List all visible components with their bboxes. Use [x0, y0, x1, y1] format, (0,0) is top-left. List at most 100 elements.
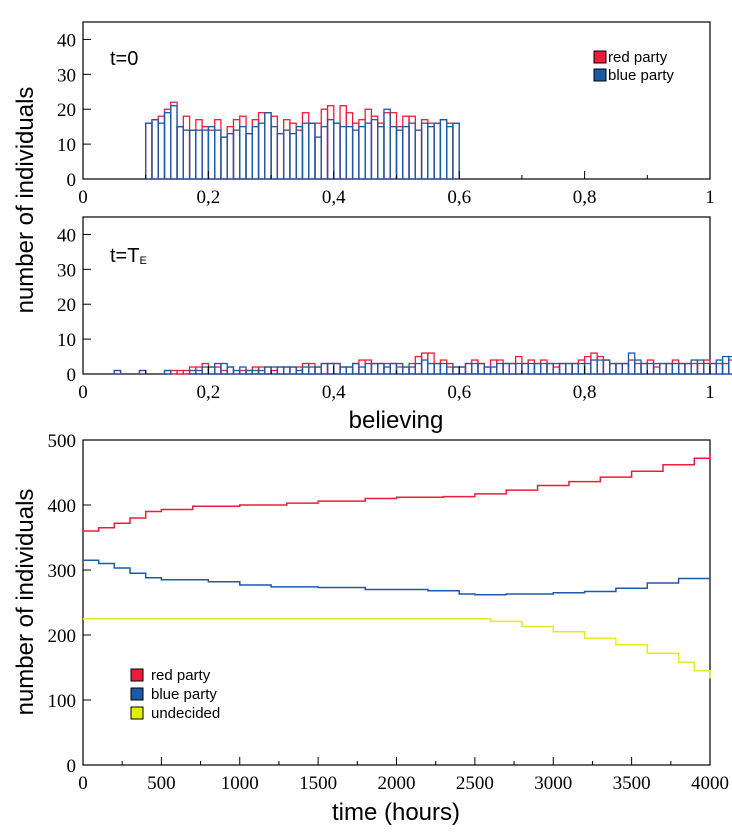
blue-bar [282, 366, 291, 375]
blue-bar [207, 366, 216, 375]
y-tick-label: 30 [57, 260, 76, 281]
blue-bar [333, 362, 341, 375]
blue-bar [646, 362, 655, 375]
blue-bar [295, 369, 304, 375]
blue-bar [684, 362, 692, 375]
blue-bar [245, 132, 253, 180]
x-axis-title-believing: believing [349, 407, 444, 434]
blue-bar [326, 119, 335, 180]
blue-bar [364, 122, 373, 180]
y-tick-label: 20 [57, 295, 76, 316]
blue-bar [370, 119, 379, 180]
blue-bar [665, 362, 674, 375]
blue-bar [496, 362, 504, 375]
blue-bar [709, 362, 717, 375]
x-tick-label: 1500 [299, 773, 337, 794]
blue-bar [270, 366, 279, 375]
blue-bar [163, 112, 172, 180]
blue-bar [552, 362, 561, 375]
red-bar [176, 369, 184, 375]
blue-bar [188, 129, 197, 180]
blue-bar [301, 366, 310, 375]
red-party-line [83, 454, 711, 532]
blue-bar [214, 362, 222, 375]
x-tick-label: 1 [705, 382, 715, 403]
x-tick-label: 3500 [613, 773, 651, 794]
blue-bar [402, 366, 410, 375]
blue-bar [383, 108, 391, 180]
blue-bar [634, 359, 642, 375]
blue-bar [314, 136, 322, 180]
y-tick-label: 200 [48, 626, 77, 647]
x-tick-label: 0,4 [322, 187, 346, 208]
blue-bar [370, 362, 379, 375]
blue-bar [207, 126, 216, 180]
blue-bar [232, 129, 241, 180]
blue-bar [358, 366, 366, 375]
blue-bar [138, 369, 147, 375]
blue-bar [703, 362, 711, 375]
blue-bar [389, 362, 398, 375]
blue-bar [377, 362, 385, 375]
x-tick-label: 2000 [378, 773, 416, 794]
blue-bar [201, 366, 210, 375]
y-tick-label: 0 [67, 756, 77, 777]
y-tick-label: 500 [48, 431, 77, 452]
panel-label-t0: t=0 [110, 48, 138, 70]
blue-bar [420, 359, 429, 375]
y-tick-label: 10 [57, 135, 76, 156]
blue-bar [395, 362, 404, 375]
blue-bar [251, 369, 260, 375]
blue-bar [446, 362, 454, 375]
blue-bar [402, 126, 410, 180]
x-axis-title-time: time (hours) [332, 799, 460, 826]
blue-bar [383, 366, 391, 375]
legend-bottom: red party blue party undecided [130, 667, 220, 722]
blue-bar [113, 369, 122, 375]
blue-bar [690, 359, 699, 375]
blue-bar [577, 362, 586, 375]
blue-bar [176, 126, 184, 180]
blue-bar [627, 352, 636, 375]
x-tick-label: 0 [78, 773, 88, 794]
blue-bar [214, 129, 222, 180]
x-tick-label: 3000 [534, 773, 572, 794]
blue-bar [257, 122, 266, 180]
y-tick-label: 100 [48, 691, 77, 712]
x-tick-label: 0 [78, 382, 88, 403]
y-tick-label: 400 [48, 496, 77, 517]
legend-top: red party blue party [593, 49, 674, 84]
blue-bar [264, 366, 272, 375]
legend-label-blue-2: blue party [151, 686, 217, 703]
blue-bar [477, 362, 485, 375]
blue-bar [163, 369, 172, 375]
blue-bar [439, 362, 448, 375]
blue-bar [308, 122, 316, 180]
blue-bar [427, 362, 435, 375]
legend-swatch-red-2 [130, 668, 144, 682]
legend-label-undecided: undecided [151, 705, 220, 722]
blue-bar [540, 362, 548, 375]
blue-bar [414, 362, 423, 375]
blue-bar [351, 129, 360, 180]
blue-bar [408, 122, 416, 180]
blue-bar [326, 362, 335, 375]
legend-label-red-2: red party [151, 667, 211, 684]
blue-bar [295, 126, 304, 180]
blue-bar [458, 366, 467, 375]
blue-bar [377, 126, 385, 180]
blue-bar [446, 126, 454, 180]
blue-bar [339, 126, 347, 180]
x-tick-label: 0,8 [573, 187, 597, 208]
x-tick-label: 1000 [221, 773, 259, 794]
y-tick-label: 40 [57, 30, 76, 51]
blue-bar [433, 362, 442, 375]
blue-bar [433, 122, 442, 180]
blue-bar [157, 122, 166, 180]
y-axis-title-histograms: number of individuals [12, 87, 39, 314]
blue-bar [521, 362, 529, 375]
blue-bar [314, 366, 322, 375]
blue-bar [182, 129, 191, 180]
x-tick-label: 0,6 [447, 187, 471, 208]
